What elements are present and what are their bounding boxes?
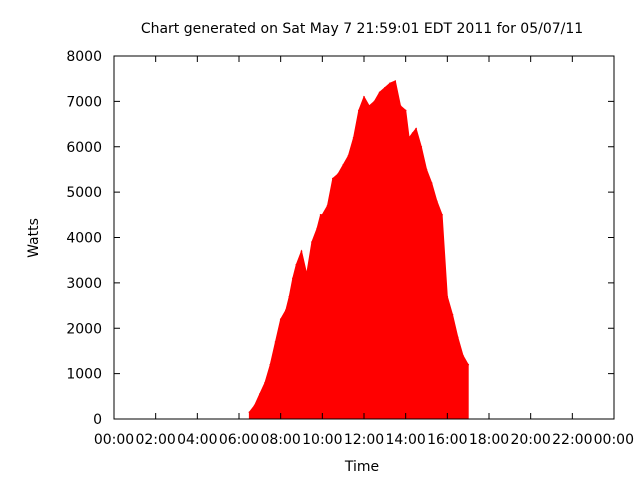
series-area-layer <box>248 80 470 420</box>
data-point <box>279 318 282 321</box>
data-point <box>467 363 470 366</box>
x-tick-label: 18:00 <box>469 432 509 448</box>
x-axis-label: Time <box>344 459 379 475</box>
data-point <box>430 182 433 184</box>
data-point <box>408 136 410 139</box>
x-tick-label: 16:00 <box>427 432 467 448</box>
x-tick-label: 00:00 <box>594 432 634 448</box>
data-point <box>399 105 402 107</box>
y-axis-label: Watts <box>26 218 42 258</box>
data-point <box>404 109 407 112</box>
x-tick-label: 04:00 <box>177 432 217 448</box>
x-tick-label: 06:00 <box>219 432 259 448</box>
x-tick-label: 20:00 <box>510 432 550 448</box>
data-point <box>358 109 360 112</box>
series-0-area <box>248 80 469 420</box>
data-point <box>415 127 417 130</box>
data-point <box>269 363 272 366</box>
data-point <box>373 100 376 103</box>
data-point <box>285 309 287 311</box>
x-tick-label: 02:00 <box>135 432 175 448</box>
data-point <box>420 146 423 148</box>
data-point <box>457 336 459 339</box>
data-point <box>332 177 334 180</box>
data-point <box>274 341 277 343</box>
data-point <box>347 155 350 157</box>
data-point <box>248 411 251 414</box>
x-tick-label: 22:00 <box>552 432 592 448</box>
data-point <box>337 173 339 175</box>
x-tick-label: 08:00 <box>260 432 300 448</box>
y-tick-label: 4000 <box>66 231 102 247</box>
data-point <box>394 80 397 82</box>
data-point <box>316 227 318 230</box>
y-tick-label: 8000 <box>66 49 102 65</box>
data-point <box>295 263 298 266</box>
data-point <box>363 96 365 98</box>
data-point <box>384 87 386 89</box>
data-point <box>411 132 414 134</box>
data-point <box>292 277 294 280</box>
data-point <box>319 214 322 216</box>
x-tick-label: 12:00 <box>344 432 384 448</box>
data-point <box>425 168 428 171</box>
y-tick-label: 3000 <box>66 276 102 292</box>
data-point <box>441 214 443 216</box>
data-point <box>264 381 266 384</box>
data-point <box>342 164 345 166</box>
x-tick-label: 00:00 <box>94 432 134 448</box>
data-point <box>300 250 303 252</box>
data-point <box>368 105 371 107</box>
data-point <box>352 136 355 139</box>
x-tick-label: 10:00 <box>302 432 342 448</box>
data-point <box>446 295 449 298</box>
data-point <box>326 204 329 207</box>
data-point <box>259 393 261 395</box>
data-point <box>462 354 464 357</box>
y-tick-label: 7000 <box>66 94 102 110</box>
y-tick-label: 2000 <box>66 321 102 337</box>
data-point <box>288 295 291 298</box>
y-tick-label: 1000 <box>66 367 102 383</box>
y-tick-label: 0 <box>93 412 102 428</box>
chart-title: Chart generated on Sat May 7 21:59:01 ED… <box>141 21 583 37</box>
data-point <box>378 91 381 94</box>
x-tick-label: 14:00 <box>385 432 425 448</box>
data-point <box>389 82 391 84</box>
data-point <box>305 273 308 275</box>
data-point <box>253 404 256 407</box>
data-point <box>321 214 324 216</box>
y-tick-label: 5000 <box>66 185 102 201</box>
data-point <box>451 313 454 316</box>
data-point <box>311 241 313 243</box>
y-tick-label: 6000 <box>66 140 102 156</box>
data-point <box>436 200 438 202</box>
